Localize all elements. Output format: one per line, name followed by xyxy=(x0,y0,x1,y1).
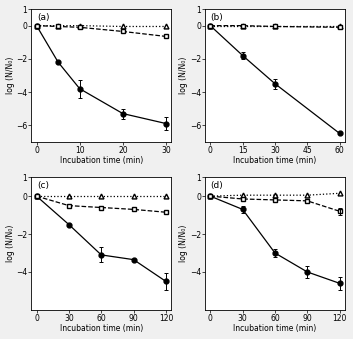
Text: (b): (b) xyxy=(211,13,223,22)
Text: (a): (a) xyxy=(37,13,49,22)
Y-axis label: log (N/N₀): log (N/N₀) xyxy=(6,225,14,262)
X-axis label: Incubation time (min): Incubation time (min) xyxy=(233,324,317,334)
Y-axis label: log (N/N₀): log (N/N₀) xyxy=(179,225,188,262)
X-axis label: Incubation time (min): Incubation time (min) xyxy=(60,156,143,165)
Y-axis label: log (N/N₀): log (N/N₀) xyxy=(179,57,188,94)
Text: (c): (c) xyxy=(37,181,49,190)
Text: (d): (d) xyxy=(211,181,223,190)
X-axis label: Incubation time (min): Incubation time (min) xyxy=(233,156,317,165)
Y-axis label: log (N/N₀): log (N/N₀) xyxy=(6,57,14,94)
X-axis label: Incubation time (min): Incubation time (min) xyxy=(60,324,143,334)
